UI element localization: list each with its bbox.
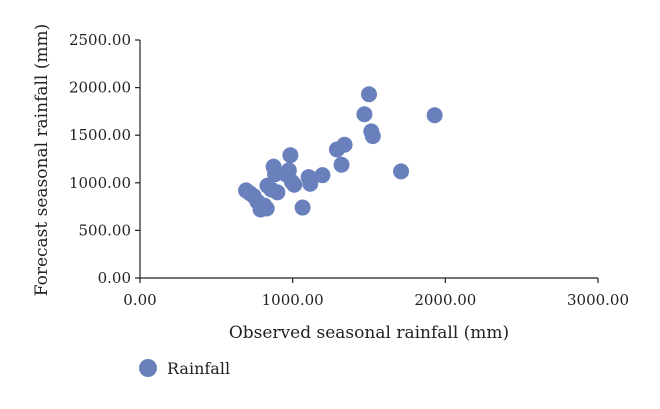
data-point [336, 136, 353, 153]
data-point [294, 199, 311, 216]
data-point [269, 184, 286, 201]
axes [139, 40, 598, 279]
legend: Rainfall [139, 359, 230, 378]
data-point [286, 176, 303, 193]
data-point [302, 175, 319, 192]
data-point [258, 200, 275, 217]
y-tick-label: 2500.00 [69, 31, 131, 49]
x-tick-label: 0.00 [123, 291, 156, 309]
data-point [361, 86, 377, 103]
y-tick-label: 2000.00 [69, 79, 131, 97]
data-points [238, 86, 443, 218]
y-tick-label: 500.00 [79, 221, 132, 239]
y-tick-label: 1500.00 [69, 126, 131, 144]
y-ticks: 0.00 500.00 1000.00 1500.00 2000.00 2500.00 [69, 31, 140, 287]
data-point [356, 106, 373, 123]
x-tick-label: 2000.00 [414, 291, 476, 309]
data-point [364, 128, 381, 145]
data-point [314, 167, 331, 184]
data-point [393, 163, 410, 180]
x-ticks: 0.00 1000.00 2000.00 3000.00 [123, 278, 629, 309]
x-tick-label: 1000.00 [262, 291, 324, 309]
data-point [333, 156, 350, 173]
y-tick-label: 0.00 [98, 269, 131, 287]
y-tick-label: 1000.00 [69, 174, 131, 192]
x-tick-label: 3000.00 [567, 291, 629, 309]
data-point [282, 147, 299, 164]
x-axis-label: Observed seasonal rainfall (mm) [229, 323, 509, 343]
legend-marker [139, 359, 157, 377]
data-point [426, 107, 443, 124]
y-axis-label: Forecast seasonal rainfall (mm) [32, 24, 52, 297]
legend-label: Rainfall [167, 359, 230, 378]
